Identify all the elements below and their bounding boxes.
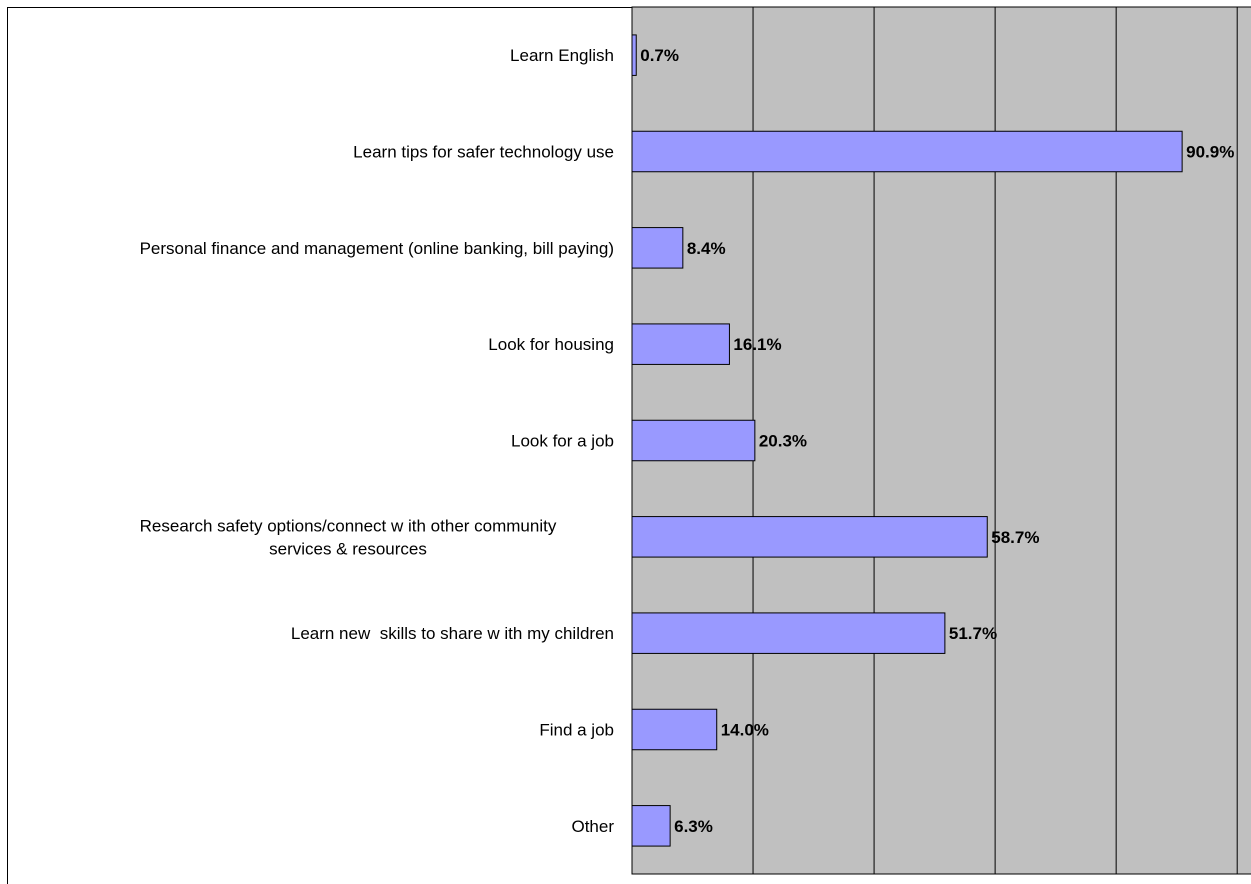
value-label: 8.4% — [687, 239, 726, 258]
value-label: 20.3% — [759, 432, 807, 451]
value-label: 0.7% — [640, 46, 679, 65]
category-label-line: Personal finance and management (online … — [140, 239, 614, 258]
category-label-line: services & resources — [269, 539, 427, 558]
category-labels: Learn English Learn tips for safer techno… — [140, 46, 615, 836]
bar — [631, 516, 988, 558]
value-labels: 0.7% 90.9% 8.4% 16.1% 20.3% 58.7% 51.7% 14.0% 6.… — [640, 46, 1234, 836]
bar — [631, 227, 684, 269]
category-label-line: Look for housing — [488, 335, 614, 354]
value-label: 90.9% — [1186, 143, 1234, 162]
bar — [631, 805, 671, 847]
category-label: Research safety options/connect w ith ot… — [140, 516, 557, 558]
value-label: 51.7% — [949, 624, 997, 643]
category-label-line: Learn tips for safer technology use — [353, 143, 614, 162]
bar — [631, 612, 946, 654]
category-label: Find a job — [539, 721, 614, 740]
category-label-line: Learn new skills to share w ith my child… — [291, 624, 614, 643]
value-label: 58.7% — [991, 528, 1039, 547]
bar — [631, 130, 1183, 173]
category-label-line: Learn English — [510, 46, 614, 65]
bar — [631, 708, 718, 751]
bars — [631, 34, 1183, 847]
category-label-line: Find a job — [539, 721, 614, 740]
category-label: Personal finance and management (online … — [140, 239, 614, 258]
category-label: Look for a job — [511, 432, 614, 451]
category-label-line: Look for a job — [511, 432, 614, 451]
category-label: Other — [571, 817, 614, 836]
bar — [631, 419, 756, 462]
value-label: 6.3% — [674, 817, 713, 836]
value-label: 16.1% — [733, 335, 781, 354]
category-label: Learn new skills to share w ith my child… — [291, 624, 614, 643]
value-label: 14.0% — [721, 721, 769, 740]
bar — [631, 323, 730, 365]
category-label: Learn tips for safer technology use — [353, 143, 614, 162]
category-label: Learn English — [510, 46, 614, 65]
category-label: Look for housing — [488, 335, 614, 354]
bar — [631, 34, 637, 76]
category-label-line: Other — [571, 817, 614, 836]
category-label-line: Research safety options/connect w ith ot… — [140, 516, 557, 535]
